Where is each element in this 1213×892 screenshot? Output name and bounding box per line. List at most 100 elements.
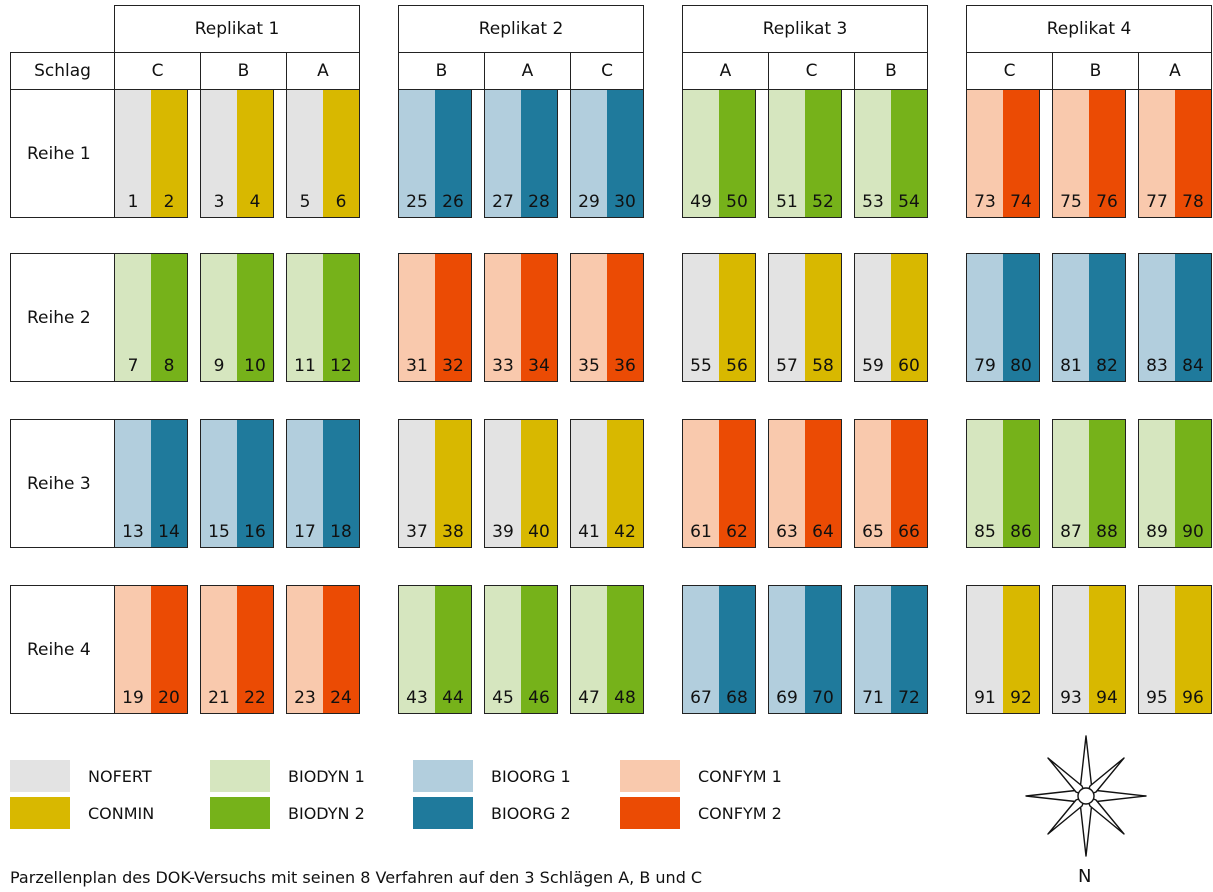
plot-number: 61 <box>690 522 712 542</box>
plot-pair: 71 72 <box>854 585 928 714</box>
plot-number: 4 <box>249 192 261 212</box>
plot-53: 53 <box>855 90 891 217</box>
plot-number: 16 <box>244 522 266 542</box>
schlag-cell: B <box>398 52 485 90</box>
plot-number: 44 <box>442 688 464 708</box>
plot-88: 88 <box>1089 420 1125 547</box>
legend-label: BIOORG 1 <box>491 767 571 786</box>
plot-number: 38 <box>442 522 464 542</box>
plot-48: 48 <box>607 586 643 713</box>
plot-13: 13 <box>115 420 151 547</box>
plot-69: 69 <box>769 586 805 713</box>
plot-pair: 65 66 <box>854 419 928 548</box>
plot-number: 77 <box>1146 192 1168 212</box>
plot-29: 29 <box>571 90 607 217</box>
plot-pair: 83 84 <box>1138 253 1212 382</box>
plot-pair: 9 10 <box>200 253 274 382</box>
plot-number: 96 <box>1182 688 1204 708</box>
schlag-cell: C <box>768 52 855 90</box>
plot-number: 3 <box>213 192 225 212</box>
plot-number: 24 <box>330 688 352 708</box>
plot-number: 8 <box>163 356 175 376</box>
plot-61: 61 <box>683 420 719 547</box>
plot-52: 52 <box>805 90 841 217</box>
plot-number: 57 <box>776 356 798 376</box>
plot-pair: 49 50 <box>682 89 756 218</box>
plot-number: 86 <box>1010 522 1032 542</box>
plot-14: 14 <box>151 420 187 547</box>
row-label: Reihe 1 <box>10 89 115 218</box>
plot-73: 73 <box>967 90 1003 217</box>
plot-56: 56 <box>719 254 755 381</box>
plot-pair: 23 24 <box>286 585 360 714</box>
plot-66: 66 <box>891 420 927 547</box>
plot-60: 60 <box>891 254 927 381</box>
plot-number: 72 <box>898 688 920 708</box>
plot-number: 67 <box>690 688 712 708</box>
plot-number: 92 <box>1010 688 1032 708</box>
plot-49: 49 <box>683 90 719 217</box>
plot-91: 91 <box>967 586 1003 713</box>
plot-number: 53 <box>862 192 884 212</box>
plot-44: 44 <box>435 586 471 713</box>
plot-number: 52 <box>812 192 834 212</box>
plot-number: 78 <box>1182 192 1204 212</box>
plot-number: 34 <box>528 356 550 376</box>
plot-pair: 89 90 <box>1138 419 1212 548</box>
legend-label: CONFYM 2 <box>698 804 782 823</box>
schlag-cell: A <box>286 52 360 90</box>
plot-pair: 57 58 <box>768 253 842 382</box>
plot-number: 20 <box>158 688 180 708</box>
plot-number: 14 <box>158 522 180 542</box>
plot-62: 62 <box>719 420 755 547</box>
plot-pair: 51 52 <box>768 89 842 218</box>
schlag-cell: B <box>1052 52 1139 90</box>
plot-number: 25 <box>406 192 428 212</box>
plot-number: 26 <box>442 192 464 212</box>
plot-number: 43 <box>406 688 428 708</box>
plot-pair: 25 26 <box>398 89 472 218</box>
plot-77: 77 <box>1139 90 1175 217</box>
plot-number: 79 <box>974 356 996 376</box>
legend-swatch <box>210 760 270 792</box>
plot-pair: 37 38 <box>398 419 472 548</box>
plot-number: 48 <box>614 688 636 708</box>
plot-64: 64 <box>805 420 841 547</box>
row-label: Reihe 3 <box>10 419 115 548</box>
compass-icon <box>1025 735 1147 857</box>
plot-number: 18 <box>330 522 352 542</box>
plot-number: 90 <box>1182 522 1204 542</box>
plot-number: 19 <box>122 688 144 708</box>
plot-80: 80 <box>1003 254 1039 381</box>
plot-93: 93 <box>1053 586 1089 713</box>
legend-swatch <box>10 797 70 829</box>
plot-number: 15 <box>208 522 230 542</box>
plot-number: 27 <box>492 192 514 212</box>
plot-pair: 47 48 <box>570 585 644 714</box>
plot-number: 22 <box>244 688 266 708</box>
plot-67: 67 <box>683 586 719 713</box>
plot-pair: 15 16 <box>200 419 274 548</box>
plot-number: 10 <box>244 356 266 376</box>
plot-9: 9 <box>201 254 237 381</box>
plot-75: 75 <box>1053 90 1089 217</box>
plot-pair: 75 76 <box>1052 89 1126 218</box>
plot-18: 18 <box>323 420 359 547</box>
plot-number: 21 <box>208 688 230 708</box>
plot-71: 71 <box>855 586 891 713</box>
plot-pair: 95 96 <box>1138 585 1212 714</box>
plot-number: 58 <box>812 356 834 376</box>
plot-34: 34 <box>521 254 557 381</box>
plot-94: 94 <box>1089 586 1125 713</box>
plot-12: 12 <box>323 254 359 381</box>
plot-number: 70 <box>812 688 834 708</box>
plot-number: 82 <box>1096 356 1118 376</box>
plot-number: 11 <box>294 356 316 376</box>
plot-pair: 53 54 <box>854 89 928 218</box>
plot-92: 92 <box>1003 586 1039 713</box>
plot-27: 27 <box>485 90 521 217</box>
plot-number: 80 <box>1010 356 1032 376</box>
plot-number: 33 <box>492 356 514 376</box>
plot-number: 9 <box>213 356 225 376</box>
plot-17: 17 <box>287 420 323 547</box>
